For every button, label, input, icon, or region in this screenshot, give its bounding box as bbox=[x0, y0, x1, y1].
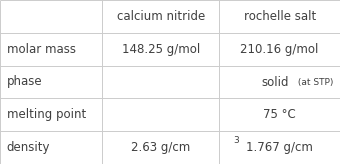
Text: 1.767 g/cm: 1.767 g/cm bbox=[246, 141, 313, 154]
Text: rochelle salt: rochelle salt bbox=[243, 10, 316, 23]
Text: 3: 3 bbox=[233, 136, 239, 145]
Text: 2.63 g/cm: 2.63 g/cm bbox=[131, 141, 190, 154]
Text: 75 °C: 75 °C bbox=[263, 108, 296, 121]
Text: molar mass: molar mass bbox=[7, 43, 76, 56]
Text: density: density bbox=[7, 141, 50, 154]
Text: 148.25 g/mol: 148.25 g/mol bbox=[121, 43, 200, 56]
Text: 210.16 g/mol: 210.16 g/mol bbox=[240, 43, 319, 56]
Text: solid: solid bbox=[261, 75, 288, 89]
Text: melting point: melting point bbox=[7, 108, 86, 121]
Text: phase: phase bbox=[7, 75, 42, 89]
Text: (at STP): (at STP) bbox=[295, 78, 333, 87]
Text: calcium nitride: calcium nitride bbox=[117, 10, 205, 23]
